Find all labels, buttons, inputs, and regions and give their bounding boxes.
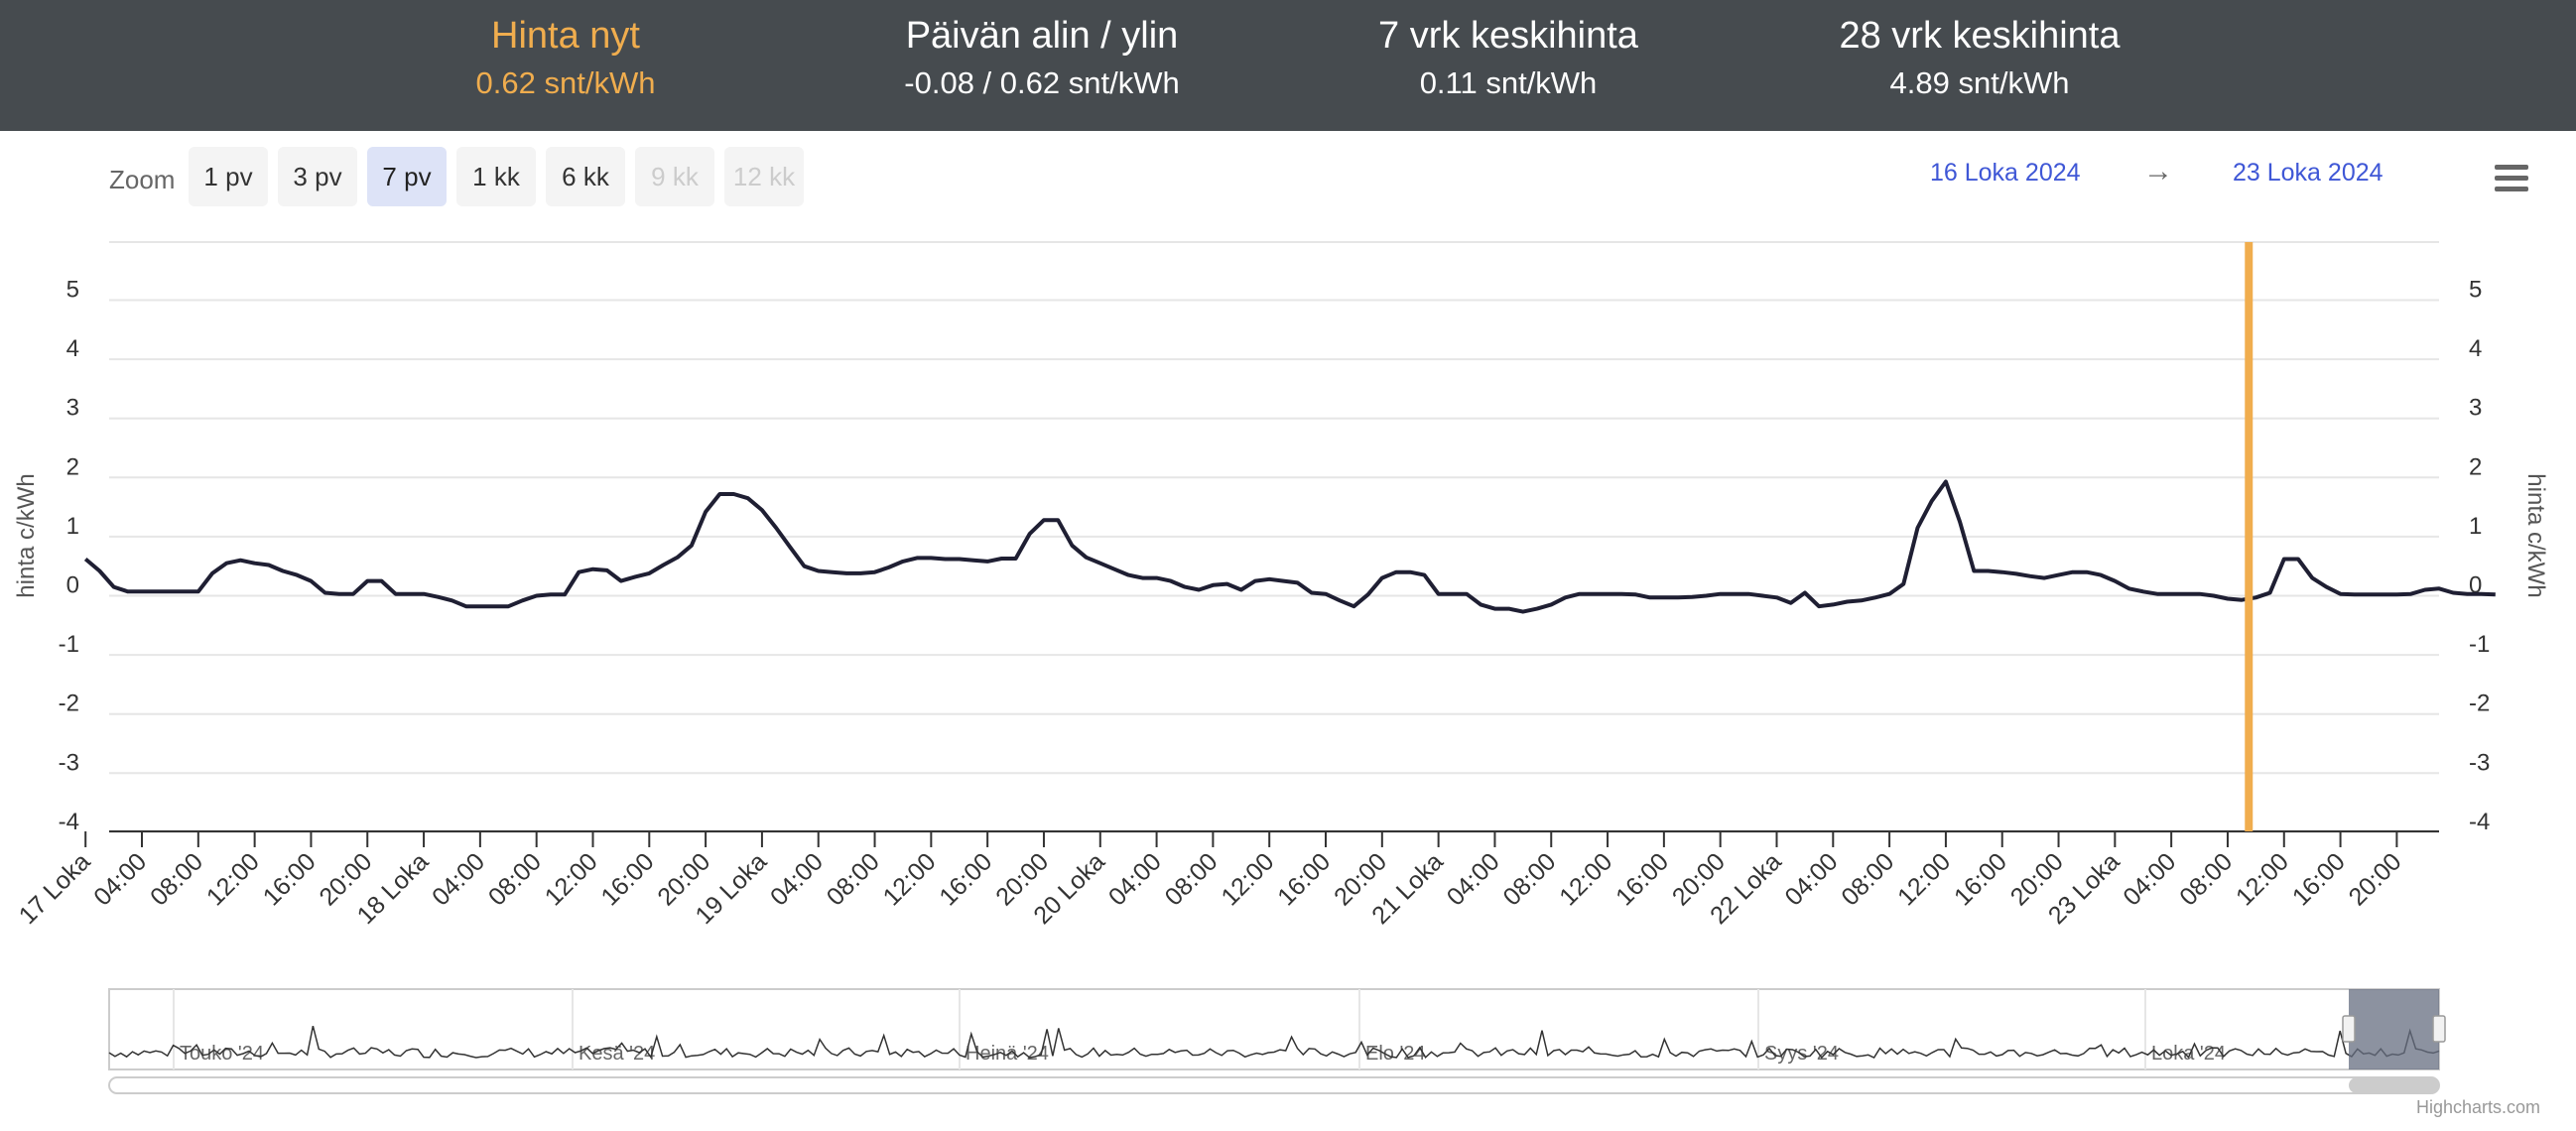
stat-value: -0.08 / 0.62 snt/kWh xyxy=(904,65,1180,100)
navigator-month-label: Kesä '24 xyxy=(579,1043,655,1065)
x-tick-label: 04:00 xyxy=(427,847,490,911)
stat-label: 7 vrk keskihinta xyxy=(1378,15,1638,57)
navigator-right-handle xyxy=(2432,1015,2446,1043)
x-tick-label: 08:00 xyxy=(2174,847,2238,911)
y-tick-label-right: 2 xyxy=(2469,453,2482,480)
y-tick-label-left: 5 xyxy=(66,277,79,304)
y-tick-label-left: 1 xyxy=(66,513,79,540)
x-tick-label: 04:00 xyxy=(2118,847,2181,911)
x-tick-label: 12:00 xyxy=(540,847,603,911)
x-tick-label: 08:00 xyxy=(1836,847,1899,911)
x-tick-label: 16:00 xyxy=(1272,847,1336,911)
x-tick-label: 04:00 xyxy=(1103,847,1167,911)
x-tick-label: 17 Loka xyxy=(14,847,96,930)
x-tick-label: 12:00 xyxy=(878,847,942,911)
y-tick-label-left: -2 xyxy=(59,691,79,717)
navigator-left-handle xyxy=(2342,1015,2356,1043)
y-tick-label-right: 4 xyxy=(2469,335,2482,362)
y-tick-label-right: -2 xyxy=(2469,691,2490,717)
stat-value: 4.89 snt/kWh xyxy=(1889,65,2070,100)
y-tick-label-left: -3 xyxy=(59,749,79,776)
range-arrow: → xyxy=(2143,155,2173,188)
zoom-1-month-button[interactable]: 1 kk xyxy=(456,147,536,206)
navigator-scrollbar-track xyxy=(108,1076,2440,1094)
x-tick-label: 12:00 xyxy=(1216,847,1279,911)
x-tick-label: 12:00 xyxy=(1892,847,1956,911)
y-tick-label-left: 3 xyxy=(66,395,79,422)
y-tick-label-right: 3 xyxy=(2469,395,2482,422)
range-from-date[interactable]: 16 Loka 2024 xyxy=(1930,159,2081,187)
y-tick-label-left: 4 xyxy=(66,335,79,362)
x-tick-label: 12:00 xyxy=(2231,847,2294,911)
navigator-scrollbar-thumb xyxy=(2349,1077,2439,1093)
zoom-7-days-button[interactable]: 7 pv xyxy=(367,147,447,206)
zoom-1-day-button[interactable]: 1 pv xyxy=(189,147,268,206)
zoom-6-months-button[interactable]: 6 kk xyxy=(546,147,625,206)
x-tick-label: 16:00 xyxy=(934,847,997,911)
x-tick-label: 16:00 xyxy=(1949,847,2012,911)
y-tick-label-left: 0 xyxy=(66,572,79,599)
navigator-month-label: Loka '24 xyxy=(2151,1043,2226,1065)
x-tick-label: 04:00 xyxy=(765,847,829,911)
x-tick-label: 16:00 xyxy=(2287,847,2351,911)
x-tick-label: 04:00 xyxy=(88,847,152,911)
y-axis-title-right: hinta c/kWh xyxy=(2522,473,2549,597)
range-to-date[interactable]: 23 Loka 2024 xyxy=(2233,159,2383,187)
x-tick-label: 16:00 xyxy=(596,847,660,911)
x-tick-label: 08:00 xyxy=(483,847,547,911)
stat-label: Päivän alin / ylin xyxy=(905,15,1179,57)
highcharts-credits[interactable]: Highcharts.com xyxy=(2415,1097,2540,1117)
stat-28-day-average: 28 vrk keskihinta 4.89 snt/kWh xyxy=(1786,12,2173,103)
x-tick-label: 16:00 xyxy=(1610,847,1674,911)
y-tick-label-right: -4 xyxy=(2469,809,2490,835)
y-tick-label-right: -1 xyxy=(2469,631,2490,658)
y-tick-label-right: 5 xyxy=(2469,277,2482,304)
stat-current-price: Hinta nyt 0.62 snt/kWh xyxy=(417,12,714,103)
x-tick-label: 20:00 xyxy=(2344,847,2407,911)
navigator-overview-line xyxy=(108,1026,2440,1060)
x-tick-label: 16:00 xyxy=(258,847,322,911)
zoom-12-months-button: 12 kk xyxy=(724,147,804,206)
x-tick-label: 12:00 xyxy=(201,847,265,911)
stat-label: Hinta nyt xyxy=(491,15,640,57)
stat-value: 0.11 snt/kWh xyxy=(1419,65,1598,100)
zoom-label: Zoom xyxy=(109,165,176,194)
hamburger-menu-icon[interactable] xyxy=(2495,165,2528,192)
y-axis-title-left: hinta c/kWh xyxy=(13,473,40,597)
stats-header: Hinta nyt 0.62 snt/kWh Päivän alin / yli… xyxy=(0,0,2576,131)
y-tick-label-right: 1 xyxy=(2469,513,2482,540)
stat-value: 0.62 snt/kWh xyxy=(475,65,656,100)
navigator-month-label: Elo '24 xyxy=(1365,1043,1426,1065)
navigator-frame xyxy=(108,988,2440,1070)
price-series-line xyxy=(83,479,2496,614)
x-tick-label: 08:00 xyxy=(822,847,885,911)
stat-day-min-max: Päivän alin / ylin -0.08 / 0.62 snt/kWh xyxy=(834,12,1250,103)
y-tick-label-left: 2 xyxy=(66,453,79,480)
x-tick-label: 08:00 xyxy=(145,847,208,911)
x-tick-label: 04:00 xyxy=(1442,847,1505,911)
x-tick-label: 04:00 xyxy=(1780,847,1844,911)
x-tick-label: 12:00 xyxy=(1554,847,1617,911)
navigator-month-label: Syys '24 xyxy=(1764,1043,1839,1065)
y-tick-label-left: -4 xyxy=(59,809,79,835)
navigator-selection xyxy=(2349,989,2439,1069)
navigator-month-label: Heinä '24 xyxy=(966,1043,1049,1065)
zoom-9-months-button: 9 kk xyxy=(635,147,714,206)
y-tick-label-left: -1 xyxy=(59,631,79,658)
x-tick-label: 08:00 xyxy=(1160,847,1224,911)
stat-7-day-average: 7 vrk keskihinta 0.11 snt/kWh xyxy=(1330,12,1687,103)
y-tick-label-right: -3 xyxy=(2469,749,2490,776)
zoom-3-days-button[interactable]: 3 pv xyxy=(278,147,357,206)
x-tick-label: 08:00 xyxy=(1497,847,1561,911)
navigator-month-label: Touko '24 xyxy=(180,1043,264,1065)
stat-label: 28 vrk keskihinta xyxy=(1839,15,2121,57)
